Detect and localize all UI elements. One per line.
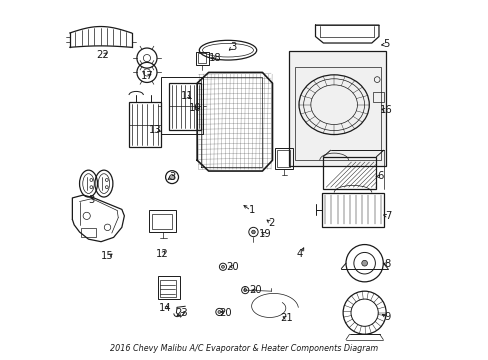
Bar [160,280,176,297]
Text: 18: 18 [208,53,221,63]
Bar [294,67,380,160]
Bar [158,276,180,299]
Bar [274,148,292,169]
Circle shape [169,175,174,180]
Circle shape [251,230,255,234]
Text: 20: 20 [219,308,232,318]
Bar [129,102,160,147]
Text: 1: 1 [248,206,254,216]
Circle shape [218,311,221,314]
Bar [81,228,96,237]
Bar [195,51,208,65]
Text: 3: 3 [229,42,236,52]
Text: 8: 8 [384,259,390,269]
Text: 3: 3 [168,172,175,182]
Text: 6: 6 [376,171,383,181]
Text: 4: 4 [296,248,303,258]
Text: 10: 10 [188,103,201,113]
Text: 14: 14 [158,303,171,314]
Text: 3: 3 [88,195,94,205]
Text: 17: 17 [140,71,153,81]
Bar [169,83,201,130]
Text: 22: 22 [96,50,109,60]
Bar [149,211,176,232]
Text: 7: 7 [384,211,390,221]
Text: 2016 Chevy Malibu A/C Evaporator & Heater Components Diagram: 2016 Chevy Malibu A/C Evaporator & Heate… [110,344,378,353]
Text: 23: 23 [175,309,188,318]
Bar [161,77,202,134]
Text: 9: 9 [384,312,390,322]
Circle shape [244,289,246,292]
Text: 20: 20 [248,285,261,296]
Text: 20: 20 [226,262,239,272]
Text: 19: 19 [258,229,271,239]
Circle shape [221,265,224,268]
Text: 21: 21 [280,313,293,323]
Bar [321,193,384,226]
Bar [152,214,172,229]
Text: 12: 12 [155,248,168,258]
Text: 11: 11 [181,91,193,102]
Bar [323,157,376,189]
Text: 2: 2 [267,218,274,228]
Bar [289,51,386,166]
Text: 15: 15 [101,251,114,261]
Text: 5: 5 [382,40,388,49]
Circle shape [361,260,367,266]
Bar [198,53,206,63]
Text: 16: 16 [379,105,392,115]
Bar [276,150,290,167]
Text: 13: 13 [149,125,162,135]
Bar [372,92,383,102]
